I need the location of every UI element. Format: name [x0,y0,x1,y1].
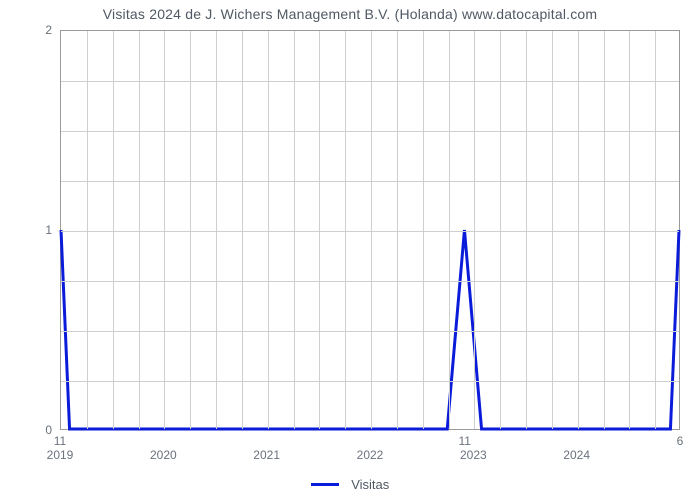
gridline-horizontal [61,181,679,182]
gridline-vertical [113,31,114,429]
visits-chart: Visitas 2024 de J. Wichers Management B.… [0,0,700,500]
legend: Visitas [0,476,700,494]
gridline-vertical [216,31,217,429]
x-axis-tick: 2019 [47,448,74,462]
gridline-vertical [190,31,191,429]
gridline-vertical [629,31,630,429]
gridline-vertical [552,31,553,429]
data-point-label: 11 [54,434,66,448]
gridline-vertical [319,31,320,429]
gridline-vertical [655,31,656,429]
gridline-vertical [371,31,372,429]
gridline-horizontal [61,131,679,132]
gridline-horizontal [61,281,679,282]
y-axis-tick: 1 [0,223,52,237]
y-axis-tick: 0 [0,423,52,437]
legend-label: Visitas [351,477,389,492]
gridline-vertical [294,31,295,429]
chart-title: Visitas 2024 de J. Wichers Management B.… [0,6,700,22]
gridline-vertical [87,31,88,429]
gridline-vertical [423,31,424,429]
legend-swatch [311,483,339,486]
gridline-horizontal [61,231,679,232]
gridline-vertical [474,31,475,429]
x-axis-tick: 2023 [460,448,487,462]
data-point-label: 6 [677,434,684,448]
line-series [61,31,679,429]
y-axis-tick: 2 [0,23,52,37]
gridline-vertical [345,31,346,429]
gridline-vertical [526,31,527,429]
gridline-vertical [578,31,579,429]
gridline-horizontal [61,331,679,332]
x-axis-tick: 2022 [357,448,384,462]
gridline-vertical [139,31,140,429]
x-axis-tick: 2021 [253,448,280,462]
gridline-vertical [397,31,398,429]
gridline-horizontal [61,381,679,382]
gridline-vertical [268,31,269,429]
gridline-vertical [242,31,243,429]
gridline-vertical [164,31,165,429]
x-axis-tick: 2024 [563,448,590,462]
gridline-horizontal [61,81,679,82]
gridline-vertical [449,31,450,429]
gridline-vertical [604,31,605,429]
series-line [61,230,679,429]
data-point-label: 11 [459,434,471,448]
gridline-vertical [500,31,501,429]
x-axis-tick: 2020 [150,448,177,462]
plot-area [60,30,680,430]
